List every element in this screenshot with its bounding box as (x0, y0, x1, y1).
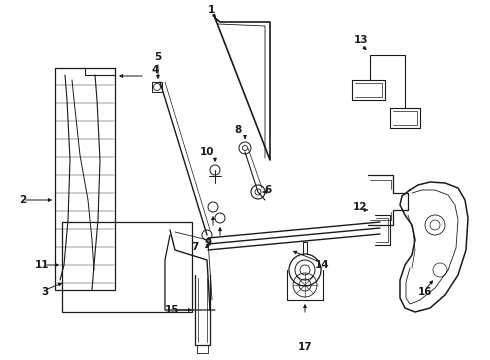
Text: 13: 13 (354, 35, 368, 45)
Text: 4: 4 (151, 65, 159, 75)
Text: 5: 5 (154, 52, 162, 62)
Text: 8: 8 (234, 125, 242, 135)
Text: 10: 10 (200, 147, 214, 157)
Text: 14: 14 (315, 260, 329, 270)
Text: 7: 7 (191, 242, 198, 252)
Bar (62, 222, 192, 312)
Text: 9: 9 (204, 238, 212, 248)
Text: 12: 12 (353, 202, 367, 212)
Text: 15: 15 (165, 305, 179, 315)
Text: 6: 6 (265, 185, 271, 195)
Text: 3: 3 (41, 287, 49, 297)
Text: 17: 17 (298, 342, 312, 352)
Text: 11: 11 (35, 260, 49, 270)
Text: 2: 2 (20, 195, 26, 205)
Bar (152, 82, 162, 92)
Text: 1: 1 (207, 5, 215, 15)
Text: 16: 16 (418, 287, 432, 297)
